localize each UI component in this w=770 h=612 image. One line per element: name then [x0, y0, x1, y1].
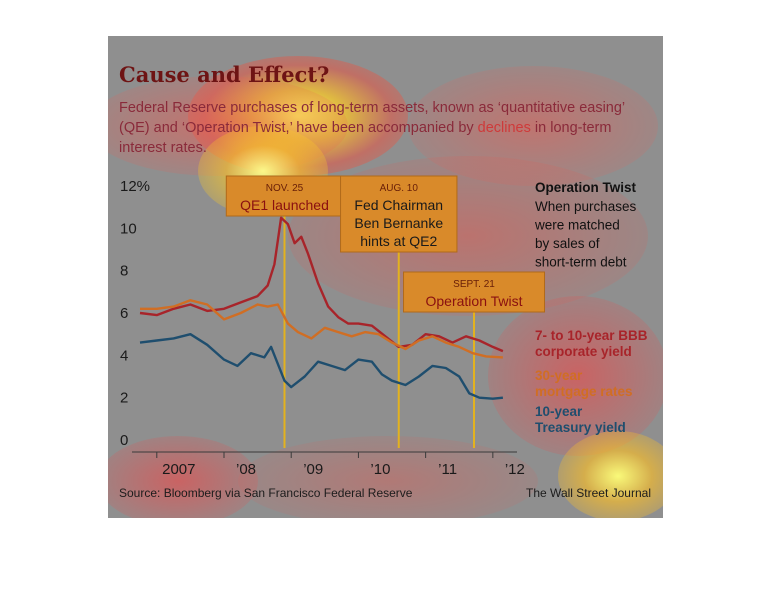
y-tick-label: 4 — [120, 347, 128, 364]
x-tick-label: ’10 — [370, 461, 390, 478]
subtitle-text-end: in long-term interest rates. — [119, 120, 612, 156]
x-tick-label: ’11 — [438, 461, 457, 478]
chart-footer: Source: Bloomberg via San Francisco Fede… — [119, 486, 651, 500]
x-tick-label: ’09 — [303, 461, 323, 478]
y-tick-label: 0 — [120, 432, 128, 449]
subtitle-highlight: declines — [477, 120, 531, 136]
y-tick-label: 2 — [120, 390, 128, 407]
event-title: Operation Twist — [426, 293, 523, 309]
series-label: Treasury yield — [535, 420, 626, 435]
note-line: short-term debt — [535, 255, 627, 270]
series-label: mortgage rates — [535, 384, 633, 399]
event-title: Fed Chairman — [354, 197, 443, 213]
note-line: were matched — [534, 218, 620, 233]
event-date: NOV. 25 — [266, 183, 304, 194]
y-tick-label: 8 — [120, 263, 128, 280]
axes: 0 2 4 6 8 10 12% 2007 ’08 ’09 ’10 ’11 ’12 — [120, 178, 525, 478]
event-box — [403, 271, 546, 313]
event-title: QE1 launched — [240, 197, 329, 213]
event-box — [340, 175, 458, 253]
event-date: SEPT. 21 — [453, 279, 495, 290]
subtitle-text: Federal Reserve purchases of long-term a… — [119, 100, 625, 136]
x-tick-label: ’08 — [236, 461, 256, 478]
series-label: 30-year — [535, 368, 583, 383]
y-tick-label: 10 — [120, 220, 137, 237]
event-title: Ben Bernanke — [354, 215, 443, 231]
credit-note: The Wall Street Journal — [526, 486, 651, 500]
note-line: by sales of — [535, 236, 600, 251]
event-title: hints at QE2 — [360, 233, 437, 249]
event-markers: NOV. 25 QE1 launched AUG. 10 Fed Chairman Be… — [225, 175, 546, 448]
note-line: When purchases — [535, 199, 637, 214]
chart-subtitle: Federal Reserve purchases of long-term a… — [119, 98, 654, 158]
note-heading: Operation Twist — [535, 180, 637, 195]
series-line — [139, 216, 504, 353]
series-label: corporate yield — [535, 344, 632, 359]
x-tick-label: 2007 — [162, 461, 195, 478]
operation-twist-note: Operation Twist When purchases were matche… — [534, 180, 637, 270]
y-tick-label: 12% — [120, 178, 150, 195]
source-note: Source: Bloomberg via San Francisco Fede… — [119, 486, 413, 500]
x-tick-label: ’12 — [505, 461, 525, 478]
chart-title: Cause and Effect? — [119, 62, 330, 87]
series-label: 10-year — [535, 404, 583, 419]
series-line — [140, 299, 503, 359]
y-tick-label: 6 — [120, 305, 128, 322]
series-label: 7- to 10-year BBB — [535, 328, 648, 343]
event-date: AUG. 10 — [380, 183, 419, 194]
series-lines — [139, 216, 504, 400]
series-line — [139, 333, 504, 400]
